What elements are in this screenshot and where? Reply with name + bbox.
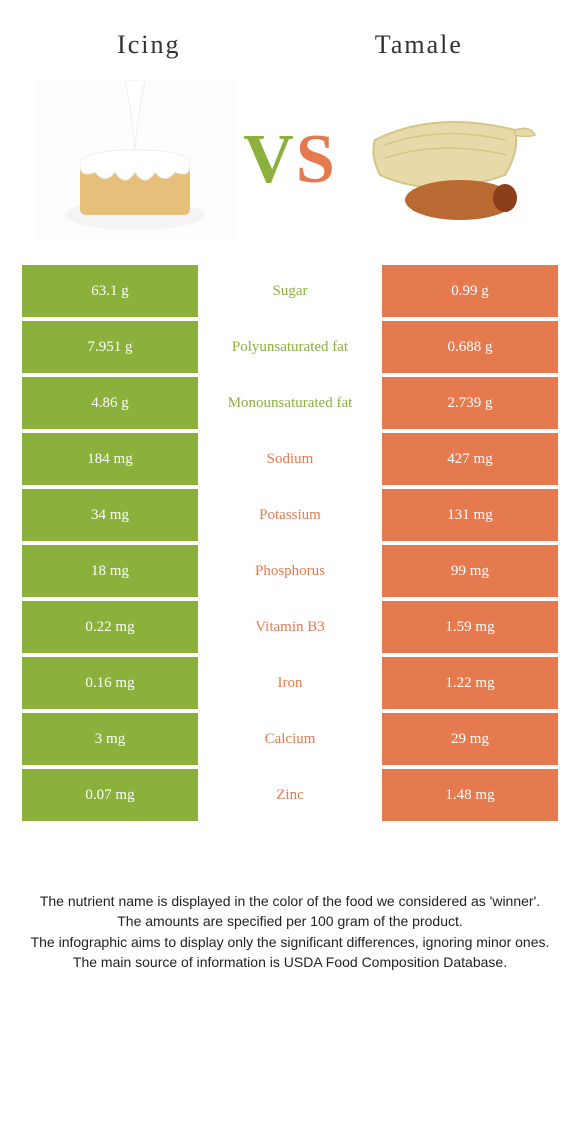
left-value-cell: 18 mg [22, 545, 198, 597]
nutrient-label-cell: Zinc [202, 769, 378, 821]
left-value-cell: 4.86 g [22, 377, 198, 429]
footer-line-3: The infographic aims to display only the… [30, 932, 550, 952]
left-value-cell: 63.1 g [22, 265, 198, 317]
header: Icing Tamale [20, 30, 560, 60]
nutrient-label-cell: Sodium [202, 433, 378, 485]
right-value-cell: 1.59 mg [382, 601, 558, 653]
right-food-title: Tamale [375, 30, 463, 60]
nutrient-label-cell: Vitamin B3 [202, 601, 378, 653]
nutrient-label-cell: Phosphorus [202, 545, 378, 597]
right-value-cell: 0.99 g [382, 265, 558, 317]
left-value-cell: 0.16 mg [22, 657, 198, 709]
right-value-cell: 99 mg [382, 545, 558, 597]
nutrient-label-cell: Potassium [202, 489, 378, 541]
table-row: 3 mgCalcium29 mg [22, 713, 558, 765]
footer-line-2: The amounts are specified per 100 gram o… [30, 911, 550, 931]
footer-line-1: The nutrient name is displayed in the co… [30, 891, 550, 911]
table-row: 4.86 gMonounsaturated fat2.739 g [22, 377, 558, 429]
vs-letter-s: S [296, 121, 337, 198]
table-row: 63.1 gSugar0.99 g [22, 265, 558, 317]
left-value-cell: 7.951 g [22, 321, 198, 373]
right-value-cell: 131 mg [382, 489, 558, 541]
nutrient-label-cell: Iron [202, 657, 378, 709]
right-value-cell: 0.688 g [382, 321, 558, 373]
footer-notes: The nutrient name is displayed in the co… [20, 891, 560, 972]
footer-line-4: The main source of information is USDA F… [30, 952, 550, 972]
vs-letter-v: V [243, 121, 296, 198]
right-value-cell: 1.22 mg [382, 657, 558, 709]
left-value-cell: 0.22 mg [22, 601, 198, 653]
images-row: VS [20, 80, 560, 240]
left-food-title: Icing [117, 30, 180, 60]
table-row: 0.07 mgZinc1.48 mg [22, 769, 558, 821]
table-row: 0.22 mgVitamin B31.59 mg [22, 601, 558, 653]
icing-image [35, 80, 235, 240]
right-value-cell: 2.739 g [382, 377, 558, 429]
nutrient-label-cell: Monounsaturated fat [202, 377, 378, 429]
table-row: 7.951 gPolyunsaturated fat0.688 g [22, 321, 558, 373]
right-value-cell: 427 mg [382, 433, 558, 485]
table-row: 0.16 mgIron1.22 mg [22, 657, 558, 709]
tamale-image [345, 80, 545, 240]
right-value-cell: 29 mg [382, 713, 558, 765]
nutrient-label-cell: Polyunsaturated fat [202, 321, 378, 373]
left-value-cell: 0.07 mg [22, 769, 198, 821]
vs-label: VS [243, 120, 337, 200]
comparison-table: 63.1 gSugar0.99 g7.951 gPolyunsaturated … [20, 265, 560, 821]
table-row: 184 mgSodium427 mg [22, 433, 558, 485]
right-value-cell: 1.48 mg [382, 769, 558, 821]
nutrient-label-cell: Sugar [202, 265, 378, 317]
left-value-cell: 184 mg [22, 433, 198, 485]
table-row: 18 mgPhosphorus99 mg [22, 545, 558, 597]
left-value-cell: 34 mg [22, 489, 198, 541]
nutrient-label-cell: Calcium [202, 713, 378, 765]
table-row: 34 mgPotassium131 mg [22, 489, 558, 541]
left-value-cell: 3 mg [22, 713, 198, 765]
